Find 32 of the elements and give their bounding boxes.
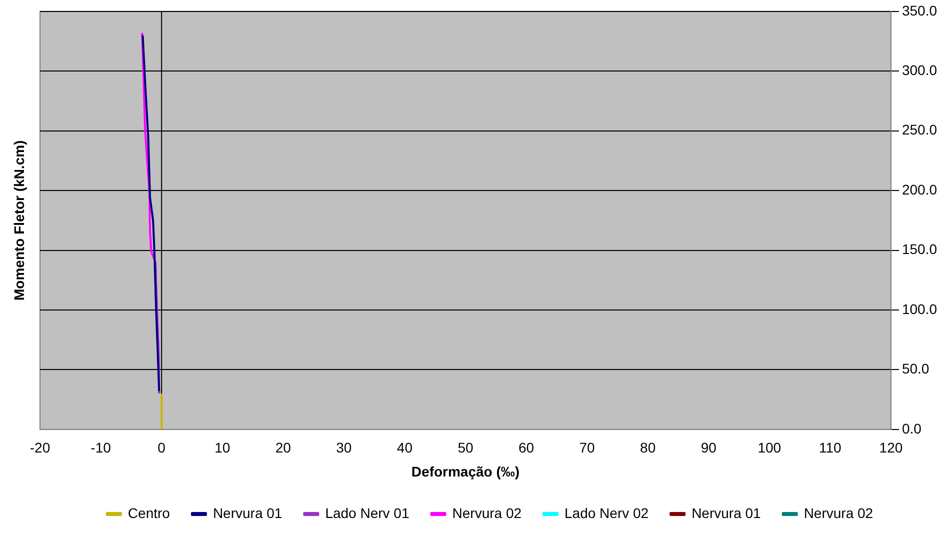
y-tick-label: 150.0 <box>902 241 938 258</box>
y-tick-label: 50.0 <box>902 360 930 377</box>
legend-label: Nervura 01 <box>692 504 762 521</box>
y-axis-title: Momento Fletor (kN.cm) <box>10 140 27 301</box>
x-tick-label: -20 <box>30 440 50 456</box>
x-tick-label: 120 <box>879 440 903 456</box>
y-tick-label: 300.0 <box>902 62 938 78</box>
legend-label: Nervura 01 <box>212 504 282 521</box>
y-tick-label: 200.0 <box>902 181 938 198</box>
legend-label: Nervura 02 <box>452 504 522 521</box>
x-tick-label: -10 <box>90 440 112 456</box>
y-tick-label: 0.0 <box>902 420 922 436</box>
x-tick-label: 20 <box>275 440 292 456</box>
x-tick-label: 0 <box>158 440 166 456</box>
legend-label: Centro <box>128 504 170 521</box>
x-tick-label: 60 <box>518 440 534 456</box>
x-tick-label: 80 <box>640 440 656 456</box>
x-axis-title: Deformação (‰) <box>411 463 520 480</box>
x-tick-label: 30 <box>336 440 352 456</box>
legend-label: Nervura 02 <box>804 504 874 521</box>
legend-label: Lado Nerv 02 <box>564 504 649 521</box>
x-tick-label: 10 <box>214 440 230 456</box>
x-tick-label: 40 <box>396 440 413 456</box>
x-tick-label: 90 <box>700 440 717 456</box>
x-tick-label: 100 <box>758 440 782 456</box>
y-tick-label: 100.0 <box>902 300 938 317</box>
y-tick-label: 250.0 <box>902 122 938 138</box>
y-tick-label: 350.0 <box>902 2 938 18</box>
x-tick-label: 110 <box>819 440 842 456</box>
legend-label: Lado Nerv 01 <box>325 504 410 521</box>
x-tick-label: 50 <box>458 440 474 456</box>
x-tick-label: 70 <box>579 440 596 456</box>
